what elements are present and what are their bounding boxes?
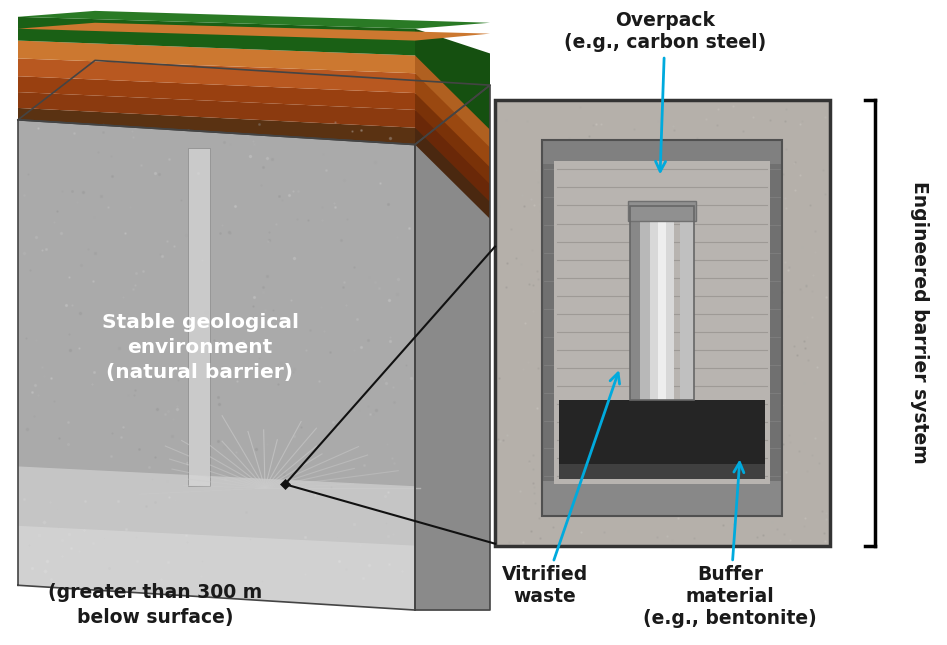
Bar: [495, 100, 830, 546]
Polygon shape: [18, 41, 415, 74]
Bar: [559, 464, 765, 479]
Polygon shape: [415, 85, 490, 610]
Bar: [630, 206, 694, 400]
Bar: [650, 206, 674, 400]
Polygon shape: [18, 120, 415, 610]
Bar: [630, 206, 640, 400]
Text: Overpack
(e.g., carbon steel): Overpack (e.g., carbon steel): [563, 12, 766, 172]
Bar: [554, 161, 770, 484]
Polygon shape: [18, 59, 415, 93]
Polygon shape: [415, 28, 490, 130]
Polygon shape: [415, 55, 490, 148]
Bar: [542, 139, 782, 516]
Polygon shape: [415, 93, 490, 184]
Polygon shape: [18, 23, 490, 41]
Polygon shape: [18, 466, 415, 610]
Bar: [658, 206, 666, 400]
Bar: [542, 139, 782, 164]
Polygon shape: [18, 108, 415, 144]
Bar: [640, 206, 650, 400]
Polygon shape: [18, 76, 415, 110]
Text: Buffer
material
(e.g., bentonite): Buffer material (e.g., bentonite): [643, 462, 817, 628]
Polygon shape: [415, 74, 490, 167]
Polygon shape: [18, 17, 415, 55]
Bar: [542, 139, 560, 516]
Bar: [628, 201, 696, 221]
Polygon shape: [18, 526, 415, 610]
Text: Vitrified
waste: Vitrified waste: [502, 373, 619, 606]
Bar: [542, 481, 782, 516]
Text: Engineered barrier system: Engineered barrier system: [910, 181, 930, 464]
Polygon shape: [415, 110, 490, 202]
Bar: [542, 139, 782, 516]
Bar: [495, 100, 830, 546]
Polygon shape: [18, 11, 490, 28]
Bar: [764, 139, 782, 516]
Polygon shape: [188, 148, 210, 486]
Text: Stable geological
environment
(natural barrier): Stable geological environment (natural b…: [101, 313, 298, 382]
Polygon shape: [18, 92, 415, 128]
Text: (greater than 300 m
below surface): (greater than 300 m below surface): [48, 583, 262, 627]
Bar: [680, 206, 694, 400]
Bar: [559, 400, 765, 479]
Polygon shape: [415, 128, 490, 219]
